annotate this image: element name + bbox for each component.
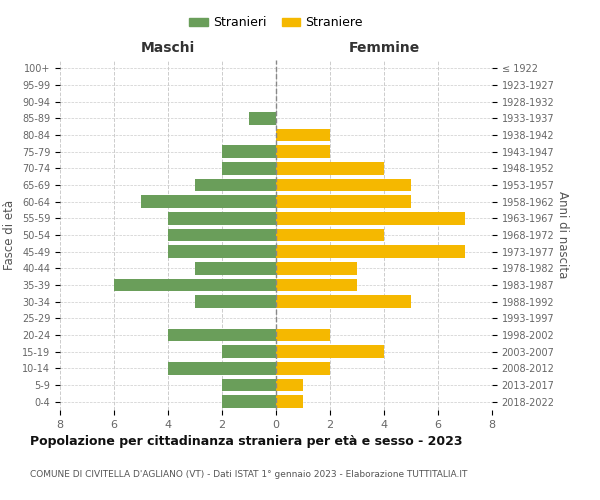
Bar: [222, 162, 276, 174]
Bar: [276, 379, 303, 391]
Bar: [276, 179, 411, 192]
Bar: [141, 196, 276, 208]
Text: Maschi: Maschi: [141, 41, 195, 55]
Bar: [222, 379, 276, 391]
Bar: [276, 162, 384, 174]
Bar: [168, 246, 276, 258]
Bar: [276, 329, 330, 341]
Bar: [276, 146, 330, 158]
Bar: [168, 329, 276, 341]
Bar: [168, 229, 276, 241]
Bar: [276, 246, 465, 258]
Y-axis label: Fasce di età: Fasce di età: [4, 200, 16, 270]
Bar: [222, 396, 276, 408]
Bar: [222, 346, 276, 358]
Bar: [276, 212, 465, 224]
Bar: [249, 112, 276, 124]
Bar: [195, 262, 276, 274]
Bar: [195, 179, 276, 192]
Bar: [276, 396, 303, 408]
Bar: [276, 346, 384, 358]
Legend: Stranieri, Straniere: Stranieri, Straniere: [184, 11, 368, 34]
Bar: [276, 362, 330, 374]
Y-axis label: Anni di nascita: Anni di nascita: [556, 192, 569, 278]
Bar: [276, 229, 384, 241]
Text: Popolazione per cittadinanza straniera per età e sesso - 2023: Popolazione per cittadinanza straniera p…: [30, 435, 463, 448]
Text: COMUNE DI CIVITELLA D'AGLIANO (VT) - Dati ISTAT 1° gennaio 2023 - Elaborazione T: COMUNE DI CIVITELLA D'AGLIANO (VT) - Dat…: [30, 470, 467, 479]
Bar: [168, 212, 276, 224]
Bar: [168, 362, 276, 374]
Bar: [276, 296, 411, 308]
Bar: [276, 196, 411, 208]
Bar: [195, 296, 276, 308]
Text: Femmine: Femmine: [349, 41, 419, 55]
Bar: [114, 279, 276, 291]
Bar: [276, 262, 357, 274]
Bar: [276, 279, 357, 291]
Bar: [276, 129, 330, 141]
Bar: [222, 146, 276, 158]
